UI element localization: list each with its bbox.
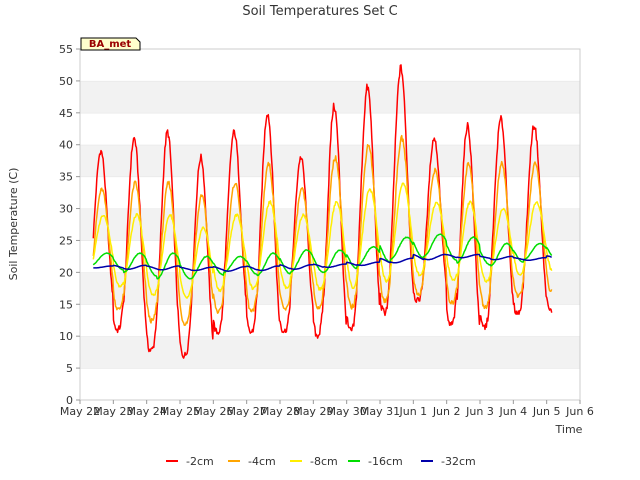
x-tick-label: May 22 xyxy=(60,405,100,418)
grid-band xyxy=(80,304,580,337)
x-tick-label: May 25 xyxy=(160,405,200,418)
x-tick-label: May 26 xyxy=(193,405,233,418)
y-tick-label: 50 xyxy=(59,75,73,88)
x-tick-label: Jun 6 xyxy=(565,405,594,418)
x-tick-label: Jun 5 xyxy=(532,405,561,418)
x-axis-label: Time xyxy=(555,423,583,436)
series-line xyxy=(93,253,552,272)
y-tick-label: 25 xyxy=(59,234,73,247)
x-tick-label: May 24 xyxy=(127,405,167,418)
x-tick-label: May 28 xyxy=(260,405,300,418)
legend-label: -4cm xyxy=(248,455,276,468)
y-tick-label: 5 xyxy=(66,362,73,375)
series-line xyxy=(92,134,553,327)
chart-title: Soil Temperatures Set C xyxy=(242,4,397,19)
x-tick-label: May 31 xyxy=(360,405,400,418)
y-tick-label: 15 xyxy=(59,298,73,311)
series-line xyxy=(92,64,553,359)
x-tick-label: May 23 xyxy=(93,405,133,418)
y-axis-ticks: 0 5 10 15 20 25 30 35 40 45 50 55 xyxy=(59,43,80,407)
grid-bands xyxy=(80,48,580,400)
y-tick-label: 40 xyxy=(59,139,73,152)
y-tick-label: 55 xyxy=(59,43,73,56)
y-tick-label: 45 xyxy=(59,107,73,120)
y-tick-label: 20 xyxy=(59,266,73,279)
station-tag: BA_met xyxy=(80,37,141,51)
series-line xyxy=(92,182,553,299)
x-tick-label: May 27 xyxy=(227,405,267,418)
x-tick-label: Jun 2 xyxy=(432,405,461,418)
legend: -2cm -4cm -8cm -16cm -32cm xyxy=(166,455,476,468)
station-label: BA_met xyxy=(89,39,132,50)
x-tick-label: Jun 4 xyxy=(498,405,527,418)
x-tick-label: Jun 3 xyxy=(465,405,494,418)
grid-band xyxy=(80,80,580,113)
y-tick-label: 0 xyxy=(66,394,73,407)
x-tick-label: May 30 xyxy=(327,405,367,418)
grid-band xyxy=(80,49,580,81)
y-axis-label: Soil Temperature (C) xyxy=(7,168,20,281)
y-tick-label: 35 xyxy=(59,171,73,184)
x-tick-label: Jun 1 xyxy=(398,405,427,418)
legend-label: -2cm xyxy=(186,455,214,468)
series-line xyxy=(92,233,553,280)
grid-band xyxy=(80,368,580,400)
legend-label: -16cm xyxy=(368,455,403,468)
plot-frame xyxy=(79,48,581,401)
y-tick-label: 30 xyxy=(59,203,73,216)
grid-band xyxy=(80,272,580,305)
series-layer xyxy=(92,64,553,359)
legend-label: -32cm xyxy=(441,455,476,468)
grid-band xyxy=(80,336,580,369)
x-tick-label: May 29 xyxy=(293,405,333,418)
legend-label: -8cm xyxy=(310,455,338,468)
y-tick-label: 10 xyxy=(59,330,73,343)
grid-band xyxy=(80,112,580,145)
